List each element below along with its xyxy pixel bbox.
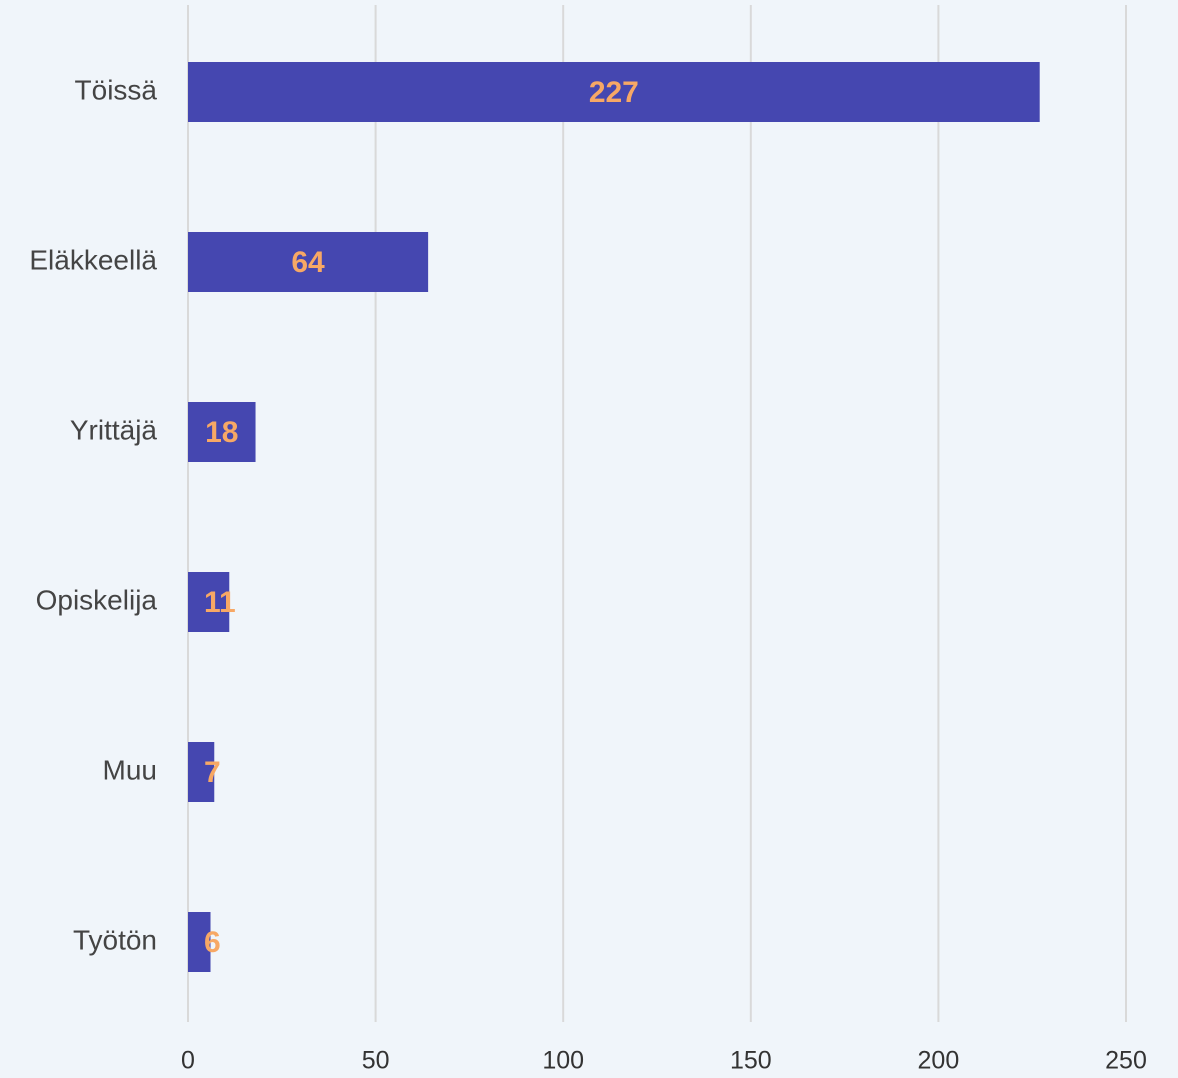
x-tick-label: 100 [542,1047,584,1075]
data-label: 227 [589,76,639,109]
y-tick-label: Työtön [73,924,157,955]
y-tick-label: Yrittäjä [70,414,158,445]
data-label: 11 [204,586,236,619]
y-tick-label: Eläkkeellä [29,244,157,275]
y-tick-label: Muu [103,754,157,785]
bar [188,62,1040,122]
data-label: 64 [291,246,325,279]
bar [188,572,230,632]
data-label: 7 [204,756,221,789]
x-tick-label: 150 [730,1047,772,1075]
bar [188,402,256,462]
x-tick-label: 0 [181,1047,195,1075]
bar [188,742,215,802]
data-label: 18 [205,416,238,449]
x-tick-label: 200 [918,1047,960,1075]
bar [188,232,429,292]
bar [188,912,211,972]
data-label: 6 [204,926,221,959]
x-tick-label: 250 [1105,1047,1147,1075]
y-tick-label: Töissä [75,74,158,105]
y-tick-label: Opiskelija [36,584,158,615]
x-tick-label: 50 [362,1047,390,1075]
